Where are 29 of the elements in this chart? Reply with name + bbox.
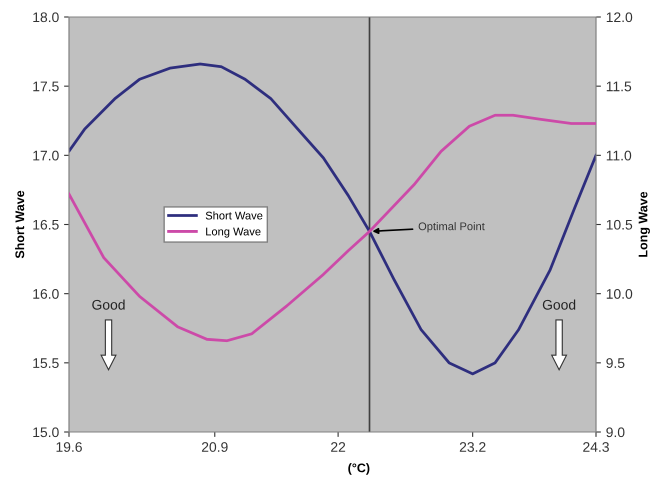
y-tick-label: 17.5 [33, 82, 59, 92]
legend-label: Long Wave [206, 228, 261, 238]
y-tick-label: 16.5 [33, 220, 59, 230]
y-tick-label: 15.0 [33, 427, 59, 438]
y2-tick-label: 11.5 [606, 82, 632, 92]
y2-tick-label: 10.0 [606, 289, 632, 299]
y2-axis-title: Long Wave [638, 192, 650, 257]
y2-tick-label: 12.0 [606, 12, 632, 22]
y-tick-label: 16.0 [33, 289, 59, 299]
y-tick-label: 15.5 [33, 358, 59, 368]
x-tick-label: 22 [331, 442, 346, 452]
y2-tick-label: 9.0 [606, 427, 624, 438]
x-tick-label: 24.3 [583, 442, 609, 452]
y2-tick-label: 10.5 [606, 220, 632, 230]
x-axis-title: (°C) [348, 463, 370, 475]
y2-tick-label: 11.0 [606, 150, 632, 161]
annotation: Good [92, 300, 125, 310]
x-tick-label: 23.2 [460, 442, 486, 452]
legend-label: Short Wave [206, 211, 262, 220]
x-tick-label: 19.6 [56, 442, 82, 452]
line-series [69, 114, 596, 342]
x-tick-label: 20.9 [202, 442, 228, 452]
annotation: Good [542, 300, 576, 310]
annotation: Optimal Point [418, 222, 485, 232]
y-axis-title: Short Wave [15, 190, 24, 258]
y-tick-label: 18.0 [33, 12, 59, 22]
y2-tick-label: 9.5 [606, 358, 624, 368]
line-series [69, 62, 596, 376]
y-tick-label: 17.0 [33, 150, 59, 161]
